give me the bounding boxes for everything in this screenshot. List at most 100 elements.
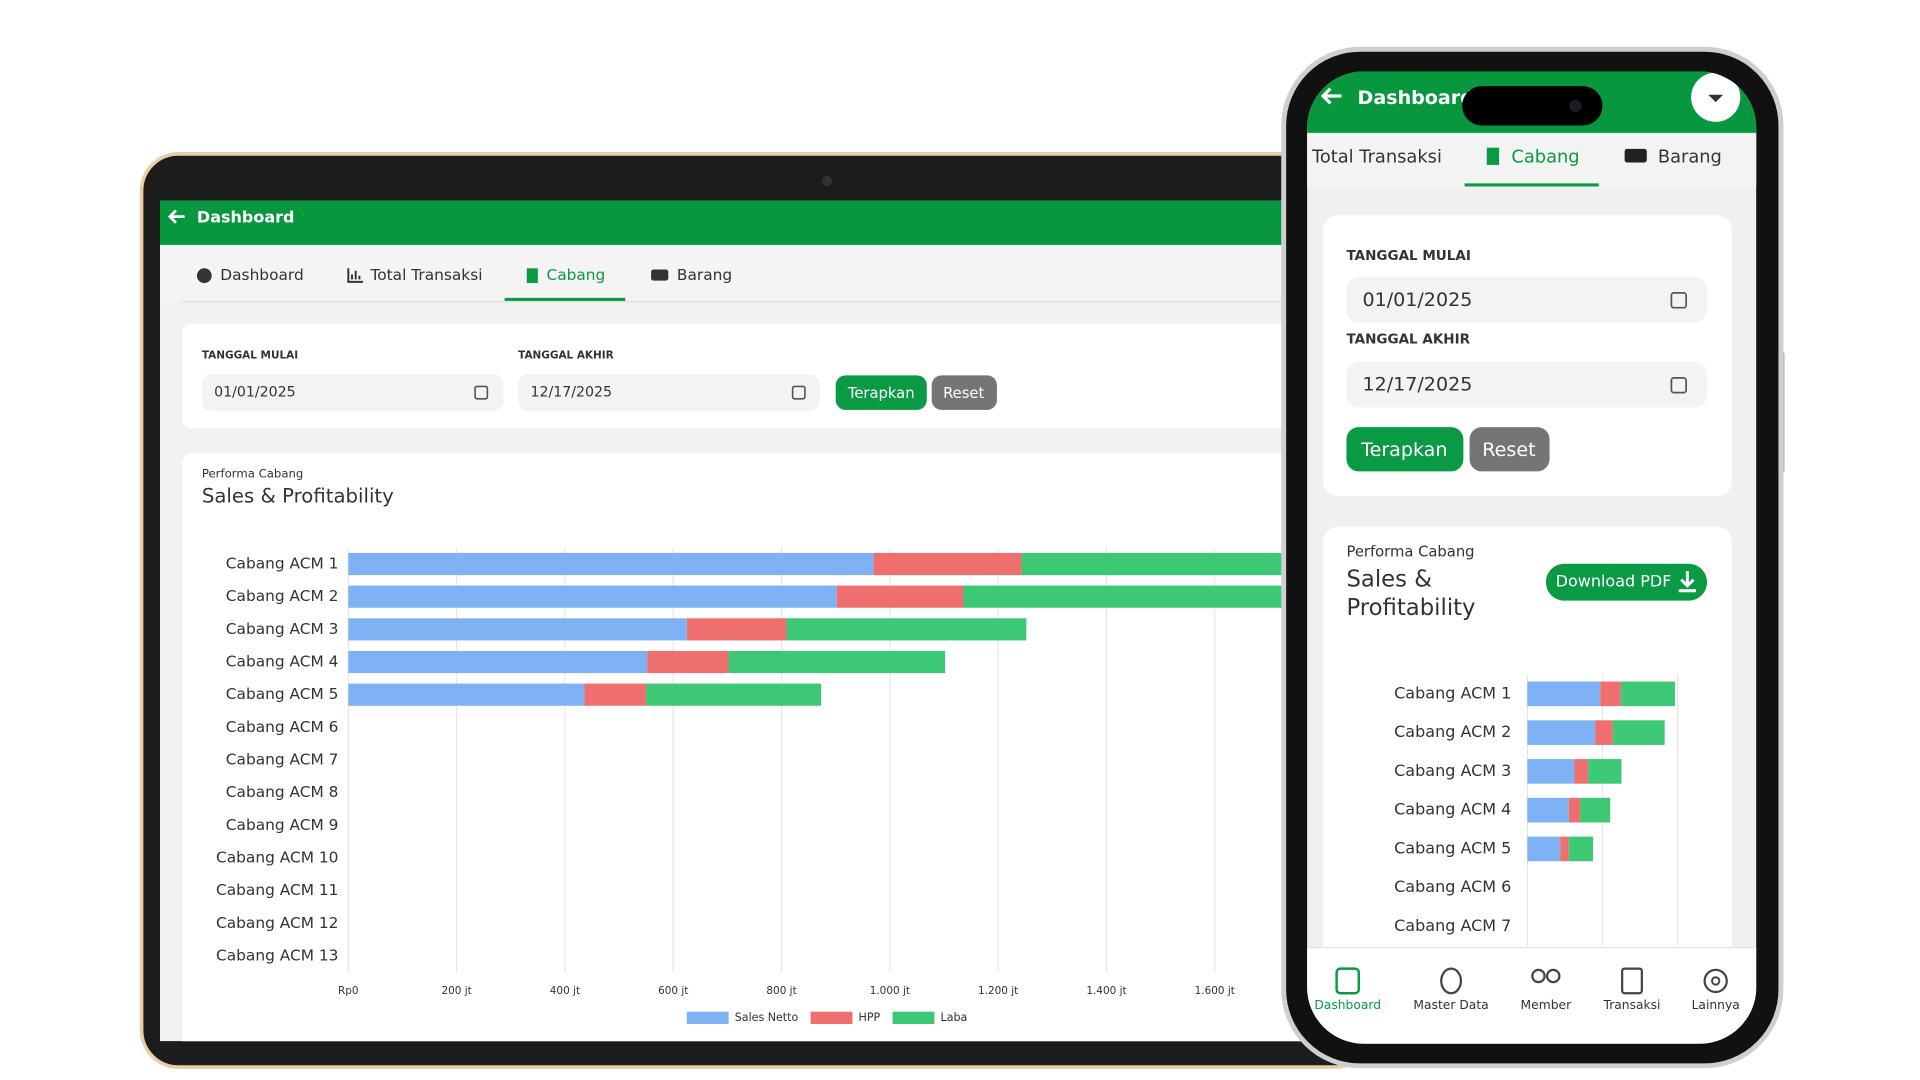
- bar-segment: [786, 618, 1027, 641]
- nav-item-active[interactable]: Dashboard: [1314, 998, 1381, 1012]
- x-tick-label: 1.600 jt: [1195, 985, 1235, 997]
- reset-button[interactable]: [931, 375, 997, 410]
- date-input[interactable]: [1346, 361, 1708, 408]
- y-tick-label: Cabang ACM 7: [226, 750, 339, 768]
- apply-button[interactable]: [835, 375, 927, 410]
- nav-icon: [1440, 967, 1463, 995]
- date-value: 12/17/2025: [530, 385, 612, 401]
- tab-underline: [1464, 183, 1599, 187]
- apply-button[interactable]: [1346, 427, 1464, 472]
- date-value: 12/17/2025: [1362, 374, 1472, 396]
- y-tick-label: Cabang ACM 4: [226, 653, 339, 671]
- download-label: Download PDF: [1556, 572, 1672, 591]
- bar-segment: [348, 618, 687, 641]
- nav-item[interactable]: Member: [1521, 998, 1573, 1012]
- y-tick-label: Cabang ACM 6: [1394, 877, 1511, 896]
- nav-item[interactable]: Lainnya: [1692, 998, 1740, 1012]
- bar-segment: [1612, 720, 1665, 745]
- laptop-chart: Rp0 200 jt 400 jt 600 jt 800 jt 1.000 jt 1.200…: [216, 547, 1305, 1024]
- nav-item[interactable]: Transaksi: [1603, 998, 1661, 1012]
- phone: Dashboard Total Transaksi Cabang Barang …: [1281, 46, 1785, 1069]
- date-input[interactable]: [201, 374, 504, 412]
- y-tick-label: Cabang ACM 6: [226, 718, 339, 736]
- field-label: TANGGAL MULAI: [1346, 248, 1470, 264]
- chart-subtitle: Performa Cabang: [202, 466, 303, 480]
- field-label: TANGGAL AKHIR: [518, 350, 614, 362]
- bar-segment: [963, 585, 1305, 608]
- bar-segment: [348, 585, 837, 608]
- front-camera: [1569, 99, 1582, 112]
- y-tick-label: Cabang ACM 8: [226, 783, 339, 801]
- date-input[interactable]: [1346, 276, 1708, 323]
- tab-active[interactable]: Cabang: [546, 266, 605, 284]
- x-tick-label: 200 jt: [441, 985, 471, 997]
- tab-bar: [160, 244, 1305, 302]
- laptop: Dashboard Dashboard Total Transaksi Caba…: [139, 151, 1375, 1069]
- x-tick-label: 1.000 jt: [870, 985, 910, 997]
- calendar-icon: [1670, 292, 1688, 309]
- y-tick-label: Cabang ACM 10: [216, 848, 338, 866]
- dynamic-island: [1462, 86, 1603, 126]
- bar-segment: [1568, 836, 1594, 862]
- bar-segment: [1527, 759, 1575, 784]
- tab[interactable]: Dashboard: [220, 266, 303, 284]
- y-tick-label: Cabang ACM 13: [216, 946, 338, 964]
- bar-segment: [1574, 759, 1589, 784]
- date-input[interactable]: [518, 374, 820, 412]
- x-tick-label: Rp0: [338, 985, 359, 997]
- date-value: 01/01/2025: [1362, 289, 1472, 311]
- tab[interactable]: Total Transaksi: [1311, 147, 1442, 168]
- y-tick-label: Cabang ACM 3: [226, 620, 339, 638]
- calendar-icon: [1670, 376, 1688, 394]
- back-arrow[interactable]: [1320, 87, 1342, 105]
- chart-card: [182, 452, 1303, 1042]
- legend-label: HPP: [859, 1011, 881, 1024]
- calendar-icon: [791, 385, 806, 400]
- bar-segment: [1600, 681, 1621, 707]
- tab-icon: [347, 268, 364, 283]
- bar-segment: [1580, 797, 1611, 823]
- chart-title: Sales & Profitability: [202, 485, 394, 508]
- phone-screen: Dashboard Total Transaksi Cabang Barang …: [1307, 71, 1757, 1044]
- tab-icon: [651, 269, 669, 281]
- back-arrow[interactable]: [167, 209, 185, 224]
- y-tick-label: Cabang ACM 1: [1394, 683, 1511, 702]
- header: [160, 200, 1305, 245]
- download-icon: [1678, 571, 1696, 593]
- legend-swatch: [892, 1011, 935, 1024]
- tab-active[interactable]: Cabang: [1511, 147, 1579, 168]
- reset-label: Reset: [1482, 439, 1536, 461]
- tab-underline: [504, 297, 626, 301]
- tab[interactable]: Total Transaksi: [369, 266, 482, 284]
- calendar-icon: [474, 385, 489, 400]
- tab-icon: [526, 268, 538, 284]
- legend-swatch: [810, 1011, 853, 1024]
- bar-segment: [1620, 681, 1675, 707]
- bar-segment: [646, 683, 822, 706]
- legend-label: Sales Netto: [735, 1011, 799, 1024]
- download-button[interactable]: [1545, 563, 1708, 601]
- nav-icon: [1703, 968, 1728, 994]
- tab[interactable]: Barang: [1658, 147, 1722, 168]
- bar-segment: [348, 683, 585, 706]
- y-tick-label: Cabang ACM 11: [216, 881, 338, 899]
- chart-subtitle: Performa Cabang: [1346, 544, 1474, 561]
- tab[interactable]: Barang: [677, 266, 732, 284]
- phone-chart: Cabang ACM 1 Cabang ACM 2 Cabang ACM 3 Caba…: [1394, 674, 1679, 946]
- bar-segment: [1595, 720, 1613, 745]
- reset-button[interactable]: [1469, 427, 1550, 472]
- bar-segment: [1560, 836, 1569, 862]
- y-tick-label: Cabang ACM 12: [216, 914, 338, 932]
- bar-segment: [686, 618, 787, 641]
- bar-segment: [1021, 552, 1305, 576]
- header-title: Dashboard: [197, 207, 295, 226]
- tab-bar: [1307, 132, 1757, 188]
- date-value: 01/01/2025: [214, 385, 296, 401]
- nav-icon: [1531, 968, 1546, 984]
- x-tick-label: 800 jt: [766, 985, 796, 997]
- field-label: TANGGAL MULAI: [202, 350, 298, 362]
- nav-item[interactable]: Master Data: [1413, 998, 1488, 1012]
- apply-label: Terapkan: [1360, 439, 1447, 461]
